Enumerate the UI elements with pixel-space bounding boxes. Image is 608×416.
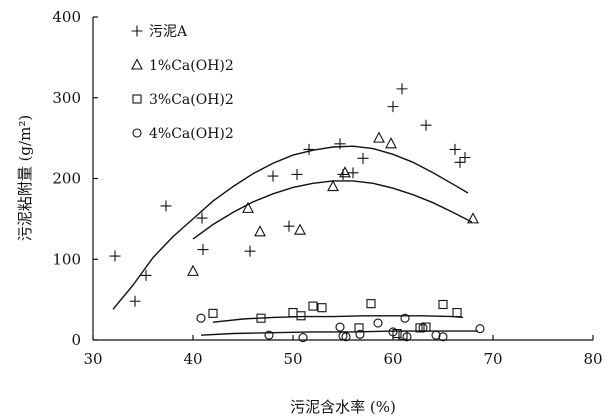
point-sludge-a [334, 138, 346, 150]
x-tick-label: 40 [183, 350, 202, 368]
point-ca-1pct [327, 179, 339, 192]
y-tick-label: 300 [52, 89, 81, 107]
point-ca-4pct [438, 332, 448, 342]
legend-marker-ca-1pct [131, 58, 143, 70]
point-ca-4pct [475, 324, 485, 334]
point-sludge-a [109, 250, 121, 262]
point-ca-4pct [373, 318, 383, 328]
point-sludge-a [396, 83, 408, 95]
point-ca-3pct [308, 301, 318, 311]
legend-label-ca-4pct: 4%Ca(OH)2 [149, 126, 234, 142]
point-sludge-a [303, 143, 315, 155]
axes: 30 40 50 60 70 80 0 100 200 300 400 [52, 8, 602, 368]
point-ca-1pct [385, 137, 397, 149]
point-ca-1pct [373, 131, 385, 143]
y-tick-label: 0 [71, 331, 81, 349]
legend-label-sludge-a: 污泥A [149, 24, 188, 40]
point-ca-4pct [355, 329, 365, 339]
x-axis-label: 污泥含水率 (%) [290, 398, 396, 416]
point-sludge-a [129, 295, 141, 307]
point-ca-3pct [354, 323, 364, 333]
point-ca-4pct [431, 330, 441, 340]
point-ca-3pct [288, 307, 298, 318]
point-ca-1pct [294, 223, 306, 235]
x-tick-label: 80 [583, 350, 602, 368]
legend: 污泥A 1%Ca(OH)2 3%Ca(OH)2 4%Ca(OH)2 [131, 24, 234, 142]
point-sludge-a [357, 152, 369, 164]
x-tick-label: 70 [483, 350, 502, 368]
point-ca-4pct [196, 313, 206, 323]
legend-marker-ca-4pct [132, 128, 142, 138]
point-ca-4pct [264, 330, 274, 340]
point-ca-3pct [452, 307, 462, 318]
point-ca-4pct [402, 332, 412, 342]
y-axis-label: 污泥粘附量 (g/m²) [16, 115, 34, 241]
point-sludge-a [459, 152, 471, 164]
point-ca-3pct [415, 323, 425, 333]
point-sludge-a [454, 156, 466, 168]
point-sludge-a [420, 119, 432, 131]
point-sludge-a [283, 220, 295, 232]
point-ca-3pct [398, 330, 408, 340]
x-tick-label: 50 [283, 350, 302, 368]
y-tick-label: 100 [52, 250, 81, 268]
point-ca-1pct [467, 212, 479, 224]
point-ca-1pct [242, 201, 254, 213]
point-sludge-a [196, 212, 208, 224]
point-sludge-a [267, 170, 279, 182]
point-ca-3pct [438, 299, 448, 310]
point-ca-4pct [298, 333, 308, 343]
legend-label-ca-3pct: 3%Ca(OH)2 [149, 92, 234, 108]
x-tick-label: 60 [383, 350, 402, 368]
point-ca-4pct [335, 322, 345, 332]
point-ca-4pct [388, 327, 398, 337]
point-sludge-a [449, 143, 461, 155]
y-tick-label: 200 [52, 170, 81, 188]
point-ca-4pct [418, 323, 428, 333]
point-ca-3pct [317, 303, 327, 313]
point-sludge-a [291, 168, 303, 180]
point-ca-4pct [341, 332, 351, 342]
point-ca-1pct [254, 225, 266, 237]
point-ca-1pct [339, 166, 351, 178]
x-tick-label: 30 [83, 350, 102, 368]
point-ca-1pct [187, 264, 199, 276]
trend-line-ca-3pct [212, 315, 464, 323]
point-sludge-a [387, 101, 399, 113]
point-ca-4pct [400, 313, 410, 323]
legend-marker-sludge-a [131, 25, 143, 37]
trend-line-sludge-a [112, 145, 469, 310]
data-points [109, 83, 485, 343]
point-ca-3pct [296, 311, 306, 321]
point-sludge-a [197, 244, 209, 256]
y-tick-label: 400 [52, 8, 81, 26]
point-ca-3pct [392, 328, 402, 339]
trend-line-ca-1pct [192, 180, 473, 240]
point-sludge-a [347, 167, 359, 179]
legend-marker-ca-3pct [132, 94, 142, 104]
point-sludge-a [160, 200, 172, 212]
point-sludge-a [140, 269, 152, 281]
legend-label-ca-1pct: 1%Ca(OH)2 [149, 58, 234, 74]
point-sludge-a [244, 245, 256, 257]
point-ca-3pct [366, 299, 376, 309]
point-ca-3pct [208, 308, 218, 318]
point-ca-3pct [256, 313, 266, 323]
